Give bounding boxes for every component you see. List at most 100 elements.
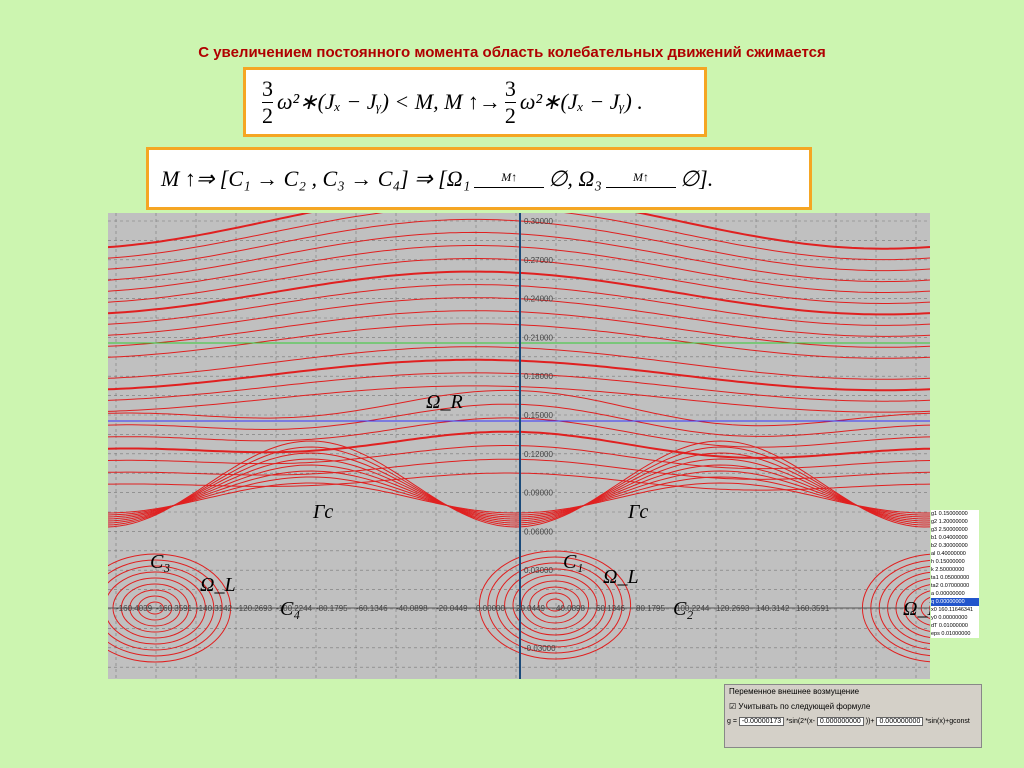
num: 3 <box>504 75 516 103</box>
parameter-list: g1 0.15000000 g2 1.20000000 g3 2.50000000 b… <box>931 510 979 638</box>
formula-panel: Переменное внешнее возмущение ☑ Учитыват… <box>724 684 982 748</box>
param-name: h <box>931 559 935 565</box>
panel-title: Переменное внешнее возмущение <box>729 687 860 696</box>
input[interactable]: -0.00000173 <box>738 717 785 726</box>
parameter[interactable]: g2 1.20000000 <box>931 518 979 526</box>
param-value: 0.01000000 <box>938 623 968 629</box>
x-tick-label: 60.1346 <box>596 604 625 613</box>
annotation: C₁ <box>563 551 583 573</box>
param-value: 0.40000000 <box>936 551 966 557</box>
parameter[interactable]: a 0.00000000 <box>931 590 979 598</box>
text: ))+ <box>865 718 875 725</box>
param-value: 0.05000000 <box>940 575 970 581</box>
orbit <box>487 556 623 654</box>
y-tick-label: 0.18000 <box>524 372 553 381</box>
param-value: 160.11646341 <box>938 607 974 613</box>
x-tick-label: 80.1795 <box>636 604 665 613</box>
x-tick-label: 160.3591 <box>796 604 830 613</box>
den: 2 <box>262 102 273 128</box>
parameter[interactable]: x0 160.11646341 <box>931 606 979 614</box>
y-tick-label: 0.24000 <box>524 295 553 304</box>
orbit <box>512 574 598 636</box>
y-tick-label: 0.30000 <box>524 217 553 226</box>
text: *sin(2*(x- <box>786 718 815 725</box>
input[interactable]: 0.000000000 <box>876 717 924 726</box>
parameter[interactable]: ta2 0.07000000 <box>931 582 979 590</box>
expr: ∅]. <box>679 165 714 191</box>
orbit <box>495 562 615 648</box>
orbit <box>529 586 581 624</box>
checkbox-label: Учитывать по следующей формуле <box>738 702 871 711</box>
parameter[interactable]: q 0.00000000 <box>931 598 979 606</box>
checkbox-row[interactable]: ☑ Учитывать по следующей формуле <box>729 702 871 711</box>
param-name: g1 <box>931 511 938 517</box>
param-name: g3 <box>931 527 938 533</box>
x-tick-label: 120.2693 <box>716 604 750 613</box>
y-tick-label: 0.03000 <box>524 566 553 575</box>
x-tick-label: 0.00000 <box>476 604 505 613</box>
param-name: b1 <box>931 535 938 541</box>
parameter[interactable]: eps 0.01000000 <box>931 630 979 638</box>
param-name: ta1 <box>931 575 939 581</box>
x-tick-label: -160.4039 <box>116 604 153 613</box>
annotation: Ω_L <box>903 598 930 620</box>
annotation: Γc <box>312 501 333 523</box>
param-name: a <box>931 591 935 597</box>
annotation: Ω_R <box>426 391 463 413</box>
annotation: Ω_L <box>200 574 236 596</box>
trajectory <box>108 213 930 250</box>
parameter[interactable]: al 0.40000000 <box>931 550 979 558</box>
expr: ∅, Ω₃ <box>548 165 602 191</box>
expr: ω²∗(Jₓ − Jᵧ) . <box>519 89 643 114</box>
num: 3 <box>262 75 273 103</box>
param-value: 0.00000000 <box>935 591 965 597</box>
x-tick-label: 100.2244 <box>676 604 710 613</box>
orbit <box>537 592 573 618</box>
param-value: 0.07000000 <box>940 583 970 589</box>
parameter[interactable]: g3 2.50000000 <box>931 526 979 534</box>
x-tick-label: -60.1346 <box>356 604 388 613</box>
x-tick-label: -120.2693 <box>236 604 273 613</box>
parameter[interactable]: b1 0.04000000 <box>931 534 979 542</box>
formula-2: M ↑⇒ [C₁ → C₂ , C₃ → C₄] ⇒ [Ω₁ M↑ ∅, Ω₃ … <box>146 147 812 210</box>
arrow: M↑ <box>474 170 544 188</box>
param-value: 1.20000000 <box>938 519 968 525</box>
parameter[interactable]: h 0.15000000 <box>931 558 979 566</box>
param-value: 0.00000000 <box>935 599 965 605</box>
text: *sin(x)+gconst <box>925 718 970 725</box>
parameter[interactable]: y0 0.00000000 <box>931 614 979 622</box>
den: 2 <box>504 102 516 128</box>
y-tick-label: 0.09000 <box>524 489 553 498</box>
x-tick-label: -20.0449 <box>436 604 468 613</box>
y-tick-label: 0.06000 <box>524 527 553 536</box>
parameter[interactable]: ta1 0.05000000 <box>931 574 979 582</box>
phase-plot: 0.30000 0.27000 0.24000 0.21000 0.18000 0.150… <box>108 213 930 679</box>
expr: ω²∗(Jₓ − Jᵧ) < M, M ↑→ <box>277 89 501 114</box>
y-tick-label: 0.27000 <box>524 256 553 265</box>
x-tick-label: -40.0898 <box>396 604 428 613</box>
x-tick-label: -80.1795 <box>316 604 348 613</box>
param-name: b2 <box>931 543 938 549</box>
parameter[interactable]: dT 0.01000000 <box>931 622 979 630</box>
parameter[interactable]: g1 0.15000000 <box>931 510 979 518</box>
param-name: x0 <box>931 607 937 613</box>
annotation: C₂ <box>673 598 693 620</box>
parameter[interactable]: k 2.50000000 <box>931 566 979 574</box>
y-tick-label: 0.15000 <box>524 411 553 420</box>
annotation: Ω_L <box>603 566 639 588</box>
param-name: eps <box>931 631 940 637</box>
param-value: 0.15000000 <box>935 559 965 565</box>
param-name: al <box>931 551 936 557</box>
y-tick-label: 0.12000 <box>524 450 553 459</box>
param-value: 0.04000000 <box>938 535 968 541</box>
x-tick-label: -100.2244 <box>276 604 313 613</box>
input[interactable]: 0.000000000 <box>816 717 864 726</box>
param-value: 0.30000000 <box>938 543 968 549</box>
g-label: g = <box>727 718 737 725</box>
orbit <box>504 568 606 642</box>
param-value: 0.15000000 <box>938 511 968 517</box>
parameter[interactable]: b2 0.30000000 <box>931 542 979 550</box>
